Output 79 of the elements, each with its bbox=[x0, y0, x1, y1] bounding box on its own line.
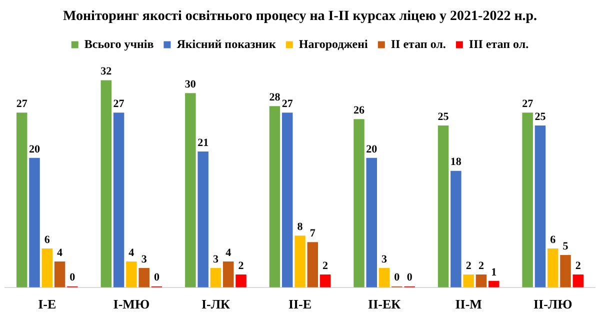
data-label: 2 bbox=[238, 260, 244, 272]
bar bbox=[210, 268, 222, 288]
data-label: 26 bbox=[354, 104, 365, 116]
bar bbox=[307, 242, 318, 288]
x-tick-label: II-М bbox=[455, 296, 482, 312]
x-tick-label: II-ЕК bbox=[368, 296, 402, 312]
data-label: 7 bbox=[310, 227, 316, 240]
bar bbox=[320, 274, 331, 288]
data-label: 4 bbox=[128, 246, 135, 259]
bar bbox=[222, 262, 234, 288]
data-label: 0 bbox=[70, 272, 76, 284]
data-label: 21 bbox=[198, 136, 209, 149]
bar bbox=[16, 112, 28, 288]
bar bbox=[100, 80, 112, 288]
x-tick-label: I-ЛК bbox=[201, 296, 231, 312]
data-label: 18 bbox=[450, 156, 462, 168]
data-label: 3 bbox=[382, 253, 388, 266]
bar bbox=[522, 112, 533, 288]
x-tick-label: I-Е bbox=[38, 296, 56, 312]
bar bbox=[354, 119, 364, 288]
bar bbox=[198, 151, 208, 288]
bar bbox=[366, 158, 378, 288]
data-label: 4 bbox=[226, 246, 232, 259]
bar bbox=[572, 274, 584, 288]
bar bbox=[534, 126, 546, 288]
bar bbox=[138, 268, 150, 288]
data-label: 25 bbox=[534, 110, 546, 123]
data-label: 6 bbox=[550, 234, 556, 246]
chart-title: Моніторинг якості освітнього процесу на I-II курсах ліцею у 2021-2022 н.р. bbox=[62, 9, 538, 24]
data-label: 30 bbox=[184, 78, 196, 91]
legend-label: Нагороджені bbox=[298, 36, 369, 51]
data-label: 3 bbox=[212, 253, 219, 266]
legend-label: II етап ол. bbox=[390, 36, 446, 51]
data-label: 2 bbox=[478, 260, 484, 272]
data-label: 2 bbox=[575, 260, 582, 272]
bar bbox=[378, 268, 390, 288]
data-label: 27 bbox=[16, 98, 28, 110]
bar bbox=[488, 280, 500, 288]
data-label: 4 bbox=[57, 246, 64, 259]
data-label: 20 bbox=[366, 143, 378, 156]
data-label: 5 bbox=[562, 240, 569, 252]
bar bbox=[476, 274, 487, 288]
data-label: 27 bbox=[113, 98, 125, 110]
data-label: 8 bbox=[297, 220, 304, 233]
bar bbox=[294, 236, 306, 288]
bar bbox=[42, 248, 53, 288]
bar bbox=[29, 158, 40, 288]
data-label: 20 bbox=[29, 143, 40, 156]
data-label: 6 bbox=[44, 234, 50, 246]
legend-label: III етап ол. bbox=[468, 36, 529, 51]
bar bbox=[547, 248, 558, 288]
x-tick-label: I-МЮ bbox=[113, 296, 150, 312]
data-label: 2 bbox=[466, 260, 472, 272]
data-label: 27 bbox=[522, 98, 534, 110]
legend-label: Якісний показник bbox=[176, 36, 276, 51]
legend-label: Всього учнів bbox=[84, 36, 154, 51]
bar bbox=[560, 255, 571, 288]
bar bbox=[113, 112, 124, 288]
bar bbox=[54, 262, 66, 288]
data-label: 1 bbox=[491, 266, 497, 278]
data-label: 32 bbox=[100, 66, 112, 78]
bar bbox=[236, 274, 246, 288]
bar bbox=[185, 93, 196, 288]
bar bbox=[438, 126, 449, 288]
data-label: 25 bbox=[438, 110, 450, 123]
x-tick-label: II-ЛЮ bbox=[533, 296, 572, 312]
data-label: 28 bbox=[269, 91, 281, 104]
data-label: 2 bbox=[322, 260, 329, 272]
bar bbox=[269, 106, 280, 288]
data-label: 0 bbox=[406, 272, 413, 284]
bar bbox=[126, 262, 137, 288]
data-label: 0 bbox=[394, 272, 400, 284]
bar bbox=[463, 274, 474, 288]
data-label: 3 bbox=[141, 253, 148, 266]
x-tick-label: II-Е bbox=[288, 296, 312, 312]
bar bbox=[282, 112, 293, 288]
bar bbox=[450, 170, 462, 288]
data-label: 0 bbox=[154, 272, 160, 284]
data-label: 27 bbox=[282, 98, 294, 110]
